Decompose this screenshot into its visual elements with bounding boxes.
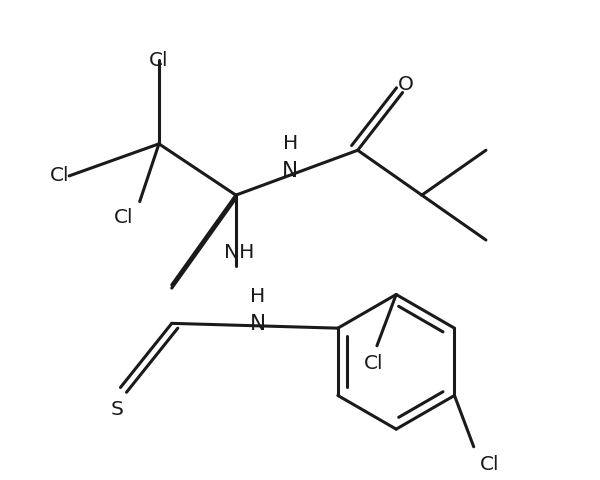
Text: H: H bbox=[283, 134, 298, 153]
Text: Cl: Cl bbox=[149, 51, 169, 70]
Text: Cl: Cl bbox=[480, 455, 499, 474]
Text: O: O bbox=[398, 75, 414, 95]
Text: N: N bbox=[250, 314, 266, 334]
Text: Cl: Cl bbox=[364, 354, 383, 373]
Text: N: N bbox=[283, 161, 298, 181]
Text: S: S bbox=[111, 400, 124, 420]
Text: NH: NH bbox=[224, 243, 254, 263]
Text: Cl: Cl bbox=[50, 167, 70, 185]
Text: H: H bbox=[250, 288, 266, 306]
Text: Cl: Cl bbox=[114, 208, 133, 227]
